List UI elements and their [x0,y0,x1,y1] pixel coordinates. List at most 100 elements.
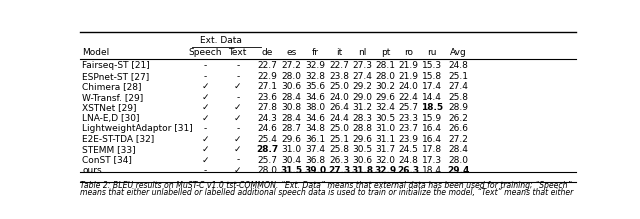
Text: 37.4: 37.4 [305,145,325,154]
Text: 39.0: 39.0 [304,166,326,175]
Text: 28.3: 28.3 [353,114,372,123]
Text: 17.3: 17.3 [422,155,442,164]
Text: ✓: ✓ [234,82,241,91]
Text: -: - [236,61,239,70]
Text: 34.6: 34.6 [305,114,325,123]
Text: 27.4: 27.4 [448,82,468,91]
Text: 23.6: 23.6 [257,93,278,102]
Text: E2E-ST-TDA [32]: E2E-ST-TDA [32] [83,135,155,144]
Text: -: - [204,72,207,81]
Text: Table 2: BLEU results on MuST-C v1.0 tst-COMMON. “Ext. Data” means that external: Table 2: BLEU results on MuST-C v1.0 tst… [80,181,572,190]
Text: 28.9: 28.9 [448,103,468,112]
Text: 27.1: 27.1 [257,82,278,91]
Text: Fairseq-ST [21]: Fairseq-ST [21] [83,61,150,70]
Text: es: es [286,48,296,57]
Text: 24.8: 24.8 [399,155,419,164]
Text: 30.6: 30.6 [281,82,301,91]
Text: 32.0: 32.0 [376,155,396,164]
Text: fr: fr [312,48,319,57]
Text: ✓: ✓ [201,82,209,91]
Text: 36.1: 36.1 [305,135,325,144]
Text: 32.4: 32.4 [376,103,396,112]
Text: 26.3: 26.3 [397,166,419,175]
Text: 31.2: 31.2 [353,103,372,112]
Text: ✓: ✓ [201,135,209,144]
Text: 27.3: 27.3 [353,61,372,70]
Text: 25.7: 25.7 [398,103,419,112]
Text: 22.4: 22.4 [399,93,418,102]
Text: means that either unlabelled or labelled additional speech data is used to train: means that either unlabelled or labelled… [80,188,573,197]
Text: STEMM [33]: STEMM [33] [83,145,136,154]
Text: ESPnet-ST [27]: ESPnet-ST [27] [83,72,150,81]
Text: -: - [204,124,207,133]
Text: 25.1: 25.1 [448,72,468,81]
Text: it: it [336,48,342,57]
Text: 28.4: 28.4 [282,93,301,102]
Text: 24.4: 24.4 [329,114,349,123]
Text: ✓: ✓ [201,114,209,123]
Text: 22.7: 22.7 [329,61,349,70]
Text: Text: Text [228,48,247,57]
Text: XSTNet [29]: XSTNet [29] [83,103,137,112]
Text: 27.8: 27.8 [257,103,278,112]
Text: -: - [236,155,239,164]
Text: 18.5: 18.5 [421,103,444,112]
Text: 21.9: 21.9 [398,72,419,81]
Text: 30.4: 30.4 [282,155,301,164]
Text: pt: pt [381,48,390,57]
Text: ✓: ✓ [201,93,209,102]
Text: Speech: Speech [188,48,221,57]
Text: 17.8: 17.8 [422,145,442,154]
Text: 15.3: 15.3 [422,61,442,70]
Text: 26.6: 26.6 [448,124,468,133]
Text: 25.8: 25.8 [448,93,468,102]
Text: W-Transf. [29]: W-Transf. [29] [83,93,144,102]
Text: 31.1: 31.1 [376,135,396,144]
Text: ru: ru [428,48,437,57]
Text: 28.0: 28.0 [282,72,301,81]
Text: 22.9: 22.9 [257,72,277,81]
Text: 30.5: 30.5 [353,145,372,154]
Text: Chimera [28]: Chimera [28] [83,82,142,91]
Text: 24.3: 24.3 [257,114,277,123]
Text: 29.4: 29.4 [447,166,469,175]
Text: 23.8: 23.8 [329,72,349,81]
Text: 29.6: 29.6 [353,135,372,144]
Text: 35.6: 35.6 [305,82,325,91]
Text: 28.7: 28.7 [257,145,278,154]
Text: -: - [236,124,239,133]
Text: Ext. Data: Ext. Data [200,36,243,45]
Text: 22.7: 22.7 [257,61,277,70]
Text: 24.6: 24.6 [257,124,277,133]
Text: de: de [262,48,273,57]
Text: 28.4: 28.4 [448,145,468,154]
Text: 24.8: 24.8 [448,61,468,70]
Text: Avg: Avg [449,48,467,57]
Text: 28.4: 28.4 [282,114,301,123]
Text: 25.1: 25.1 [329,135,349,144]
Text: 16.4: 16.4 [422,124,442,133]
Text: 14.4: 14.4 [422,93,442,102]
Text: 29.6: 29.6 [376,93,396,102]
Text: 25.8: 25.8 [329,145,349,154]
Text: 16.4: 16.4 [422,135,442,144]
Text: 36.8: 36.8 [305,155,325,164]
Text: 29.0: 29.0 [353,93,372,102]
Text: 15.8: 15.8 [422,72,442,81]
Text: 24.0: 24.0 [399,82,419,91]
Text: ✓: ✓ [234,145,241,154]
Text: 32.9: 32.9 [374,166,397,175]
Text: 23.3: 23.3 [398,114,419,123]
Text: 15.9: 15.9 [422,114,442,123]
Text: -: - [236,72,239,81]
Text: 24.5: 24.5 [399,145,419,154]
Text: 31.5: 31.5 [280,166,302,175]
Text: ro: ro [404,48,413,57]
Text: 28.1: 28.1 [376,61,396,70]
Text: 25.4: 25.4 [257,135,277,144]
Text: LightweightAdaptor [31]: LightweightAdaptor [31] [83,124,193,133]
Text: 23.7: 23.7 [398,124,419,133]
Text: 17.4: 17.4 [422,82,442,91]
Text: 30.8: 30.8 [281,103,301,112]
Text: ✓: ✓ [234,166,241,175]
